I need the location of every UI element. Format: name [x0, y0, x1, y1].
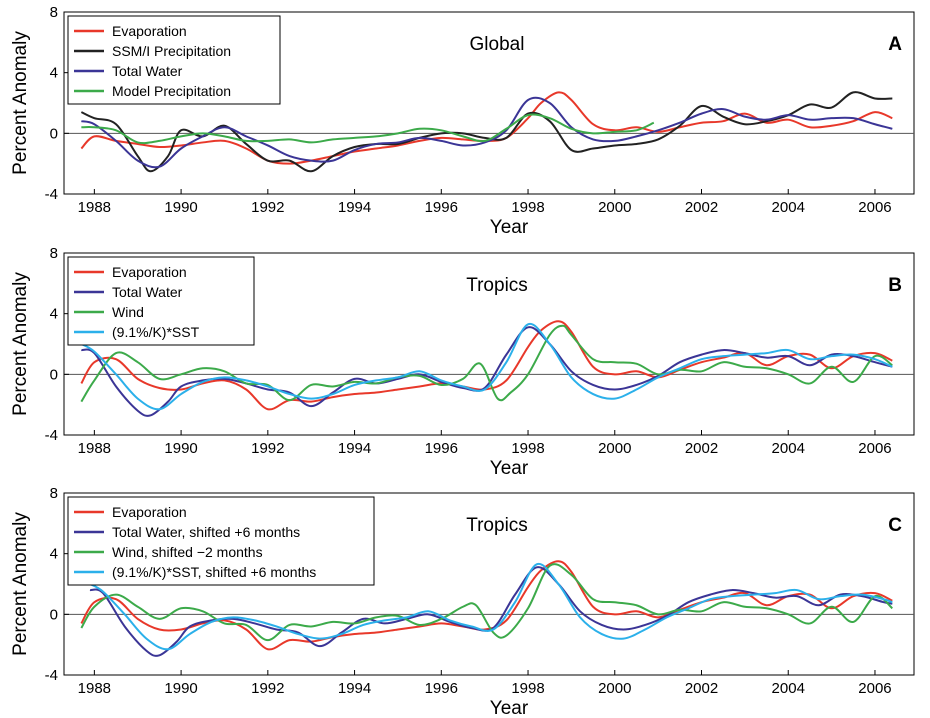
y-axis-label: Percent Anomaly — [10, 272, 31, 416]
panel-letter: B — [888, 275, 902, 296]
y-tick-label: -4 — [45, 186, 58, 203]
y-tick-label: -4 — [45, 427, 58, 444]
x-tick-label: 1994 — [338, 199, 371, 216]
legend-label: Wind, shifted −2 months — [112, 544, 263, 560]
series-line — [80, 563, 893, 642]
x-tick-label: 2004 — [772, 440, 805, 457]
series-line — [80, 324, 893, 403]
series-line — [80, 320, 893, 411]
panel-subtitle: Tropics — [466, 515, 528, 536]
series-group — [80, 560, 893, 657]
x-tick-label: 2004 — [772, 199, 805, 216]
x-axis-label: Year — [490, 458, 529, 479]
legend: Evaporation Total Water Wind (9.1%/K)*SST — [67, 256, 255, 346]
x-tick-label: 2002 — [685, 440, 718, 457]
legend-label: Total Water — [112, 63, 183, 79]
x-tick-label: 1998 — [511, 199, 544, 216]
series-line — [80, 91, 893, 173]
legend-label: Model Precipitation — [112, 83, 231, 99]
legend-label: Evaporation — [112, 23, 187, 39]
x-tick-label: 1996 — [425, 440, 458, 457]
y-tick-label: 0 — [50, 606, 58, 623]
y-axis-label: Percent Anomaly — [10, 31, 31, 175]
x-tick-label: 1992 — [251, 199, 284, 216]
plot-frame — [63, 252, 915, 436]
legend-label: Total Water — [112, 284, 183, 300]
legend-box — [67, 496, 375, 586]
legend: Evaporation Total Water, shifted +6 month… — [67, 496, 375, 586]
y-tick-label: -4 — [45, 667, 58, 684]
series-line — [89, 562, 893, 651]
panel-subtitle: Global — [470, 34, 525, 55]
x-tick-label: 1990 — [164, 440, 197, 457]
y-tick-label: 8 — [50, 485, 58, 502]
x-tick-label: 2006 — [858, 199, 891, 216]
y-axis-label: Percent Anomaly — [10, 512, 31, 656]
legend-label: Total Water, shifted +6 months — [112, 524, 300, 540]
legend-label: Evaporation — [112, 504, 187, 520]
x-tick-label: 1994 — [338, 440, 371, 457]
series-line — [81, 113, 655, 145]
plot-frame — [63, 11, 915, 195]
x-tick-label: 1990 — [164, 199, 197, 216]
x-tick-label: 2004 — [772, 680, 805, 697]
y-tick-label: 8 — [50, 245, 58, 262]
series-group — [80, 91, 893, 173]
x-tick-label: 1992 — [251, 440, 284, 457]
legend-label: SSM/I Precipitation — [112, 43, 231, 59]
x-tick-label: 2002 — [685, 199, 718, 216]
x-axis-label: Year — [490, 698, 529, 718]
series-line — [80, 322, 893, 411]
legend-label: Evaporation — [112, 264, 187, 280]
x-tick-label: 2006 — [858, 440, 891, 457]
x-tick-label: 1998 — [511, 440, 544, 457]
panel-letter: A — [888, 34, 902, 55]
x-axis-label: Year — [490, 217, 529, 238]
y-tick-label: 8 — [50, 4, 58, 21]
x-tick-label: 2002 — [685, 680, 718, 697]
plot-frame — [63, 492, 915, 676]
y-tick-label: 0 — [50, 125, 58, 142]
x-tick-label: 1990 — [164, 680, 197, 697]
legend-label: Wind — [112, 304, 144, 320]
y-tick-label: 4 — [50, 306, 58, 323]
x-tick-label: 1994 — [338, 680, 371, 697]
x-tick-label: 1996 — [425, 680, 458, 697]
x-tick-label: 2000 — [598, 199, 631, 216]
panel-c: -4 0 4 8 1988 1990 1992 1994 1996 1998 2000 2002 200… — [10, 485, 915, 718]
x-tick-label: 1988 — [78, 440, 111, 457]
panel-a: -4 0 4 8 1988 1990 1992 1994 1996 1998 2000 2002 200… — [10, 4, 915, 238]
x-tick-label: 2006 — [858, 680, 891, 697]
x-tick-label: 1988 — [78, 199, 111, 216]
legend-label: (9.1%/K)*SST, shifted +6 months — [112, 564, 316, 580]
series-group — [80, 320, 893, 417]
panel-subtitle: Tropics — [466, 275, 528, 296]
x-tick-label: 1998 — [511, 680, 544, 697]
panel-letter: C — [888, 515, 902, 536]
legend-label: (9.1%/K)*SST — [112, 324, 200, 340]
y-tick-label: 4 — [50, 65, 58, 82]
x-tick-label: 1988 — [78, 680, 111, 697]
legend: Evaporation SSM/I Precipitation Total Wate… — [67, 15, 281, 105]
y-tick-label: 4 — [50, 546, 58, 563]
x-tick-label: 1992 — [251, 680, 284, 697]
x-tick-label: 1996 — [425, 199, 458, 216]
panel-b: -4 0 4 8 1988 1990 1992 1994 1996 1998 2000 2002 200… — [10, 245, 915, 479]
x-tick-label: 2000 — [598, 440, 631, 457]
x-tick-label: 2000 — [598, 680, 631, 697]
y-tick-label: 0 — [50, 366, 58, 383]
